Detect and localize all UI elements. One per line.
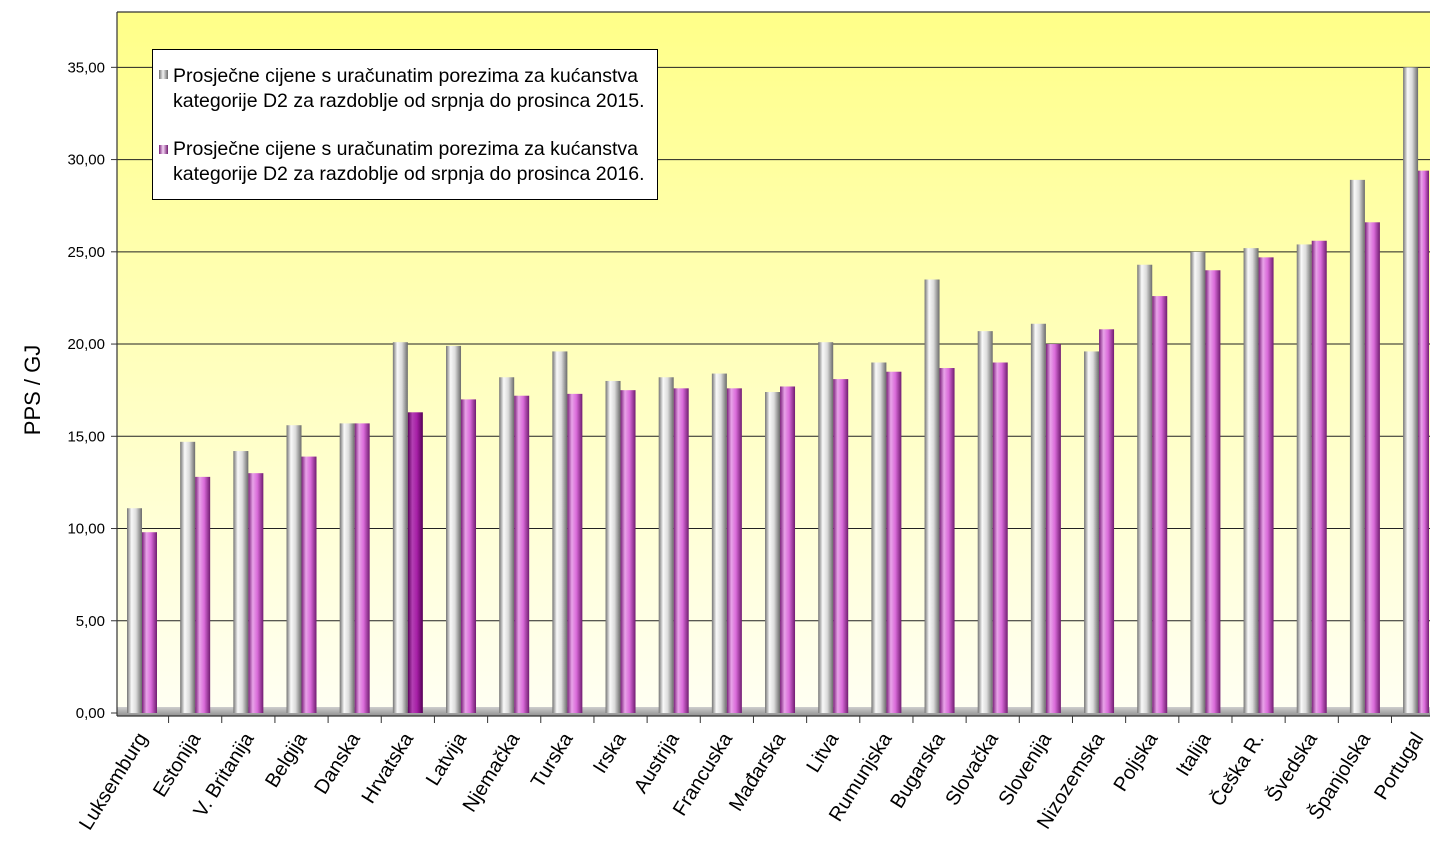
x-tick-label-hrvatska: Hrvatska xyxy=(358,728,419,807)
x-tick-label-danska: Danska xyxy=(310,728,365,798)
bar-series-1-poljska xyxy=(1137,264,1153,713)
bar-series-2-bugarska xyxy=(939,368,955,713)
bar-series-2-ceska-r xyxy=(1258,257,1274,713)
bar-series-1-svedska xyxy=(1296,244,1312,713)
bar-series-2-latvija xyxy=(461,399,477,713)
x-tick-label-austrija: Austrija xyxy=(630,728,684,797)
bar-series-2-portugal xyxy=(1418,170,1429,713)
x-tick-label-italija: Italija xyxy=(1172,728,1216,780)
bar-series-1-italija xyxy=(1190,251,1206,713)
y-tick-label: 15,00 xyxy=(67,428,105,445)
x-tick-label-latvija: Latvija xyxy=(422,728,472,789)
y-tick-label: 5,00 xyxy=(76,613,105,630)
bar-series-2-luksemburg xyxy=(142,532,157,713)
y-axis-title: PPS / GJ xyxy=(20,345,45,435)
y-axis-ticks: 0,00 5,00 10,00 15,00 20,00 25,00 30,00 35,00 xyxy=(67,59,117,722)
bar-series-1-slovacka xyxy=(977,331,993,713)
legend-marker-series-2 xyxy=(159,145,168,154)
bar-series-2-v-britanija xyxy=(248,473,264,713)
bar-series-1-bugarska xyxy=(924,279,940,713)
x-tick-label-portugal: Portugal xyxy=(1370,729,1428,804)
bar-series-2-turska xyxy=(567,393,583,713)
bar-series-2-slovacka xyxy=(992,362,1008,713)
x-tick-label-svedska: Švedska xyxy=(1262,728,1323,806)
y-tick-label: 20,00 xyxy=(67,336,105,353)
bar-series-1-hrvatska xyxy=(392,342,408,713)
y-tick-label: 25,00 xyxy=(67,244,105,261)
x-tick-label-belgija: Belgija xyxy=(261,728,312,791)
x-tick-label-estonija: Estonija xyxy=(149,728,206,801)
bar-series-1-estonija xyxy=(180,441,196,713)
bar-series-2-hrvatska xyxy=(407,412,423,713)
bar-series-2-spanjolska xyxy=(1364,222,1380,714)
bar-series-2-litva xyxy=(833,379,849,713)
bar-series-2-slovenija xyxy=(1045,344,1061,713)
bar-series-2-francuska xyxy=(726,388,742,713)
x-tick-label-poljska: Poljska xyxy=(1110,728,1163,795)
bar-series-1-belgija xyxy=(286,425,302,713)
legend-label-series-1: Prosječne cijene s uračunatim porezima z… xyxy=(173,65,645,112)
x-tick-label-irska: Irska xyxy=(589,728,631,777)
y-tick-label: 35,00 xyxy=(67,59,105,76)
y-tick-label: 30,00 xyxy=(67,152,105,169)
legend: Prosječne cijene s uračunatim porezima z… xyxy=(152,49,658,200)
bar-series-1-turska xyxy=(552,351,568,713)
bar-series xyxy=(127,67,1429,714)
bar-series-1-litva xyxy=(818,342,834,713)
bar-series-2-belgija xyxy=(301,456,317,713)
bar-series-1-nizozemska xyxy=(1084,351,1100,713)
x-tick-label-luksemburg: Luksemburg xyxy=(75,729,152,834)
legend-label-series-2: Prosječne cijene s uračunatim porezima z… xyxy=(173,138,645,185)
bar-series-2-irska xyxy=(620,390,636,713)
bar-series-2-njemacka xyxy=(514,395,530,713)
legend-marker-series-1 xyxy=(159,70,168,79)
bar-series-1-spanjolska xyxy=(1349,179,1365,713)
bar-series-1-njemacka xyxy=(499,377,515,713)
bar-series-2-poljska xyxy=(1152,296,1168,713)
bar-series-2-danska xyxy=(354,423,370,713)
bar-series-2-nizozemska xyxy=(1099,329,1115,713)
x-axis-ticks xyxy=(168,716,1392,723)
bar-series-1-francuska xyxy=(711,373,727,713)
y-tick-label: 10,00 xyxy=(67,521,105,538)
bar-series-1-rumunjska xyxy=(871,362,887,713)
bar-series-1-austrija xyxy=(658,377,674,713)
bar-series-1-luksemburg xyxy=(127,508,142,713)
bar-series-2-austrija xyxy=(673,388,689,713)
y-tick-label: 0,00 xyxy=(76,705,105,722)
bar-series-1-portugal xyxy=(1403,67,1419,714)
bar-series-2-estonija xyxy=(195,476,211,713)
bar-series-2-svedska xyxy=(1311,240,1327,713)
bar-series-2-italija xyxy=(1205,270,1221,713)
bar-series-2-madarska xyxy=(780,386,796,713)
bar-series-1-irska xyxy=(605,380,621,713)
bar-series-1-danska xyxy=(339,423,355,713)
bar-series-1-slovenija xyxy=(1030,323,1046,713)
x-tick-label-litva: Litva xyxy=(802,728,844,776)
bar-series-1-madarska xyxy=(765,392,781,713)
bar-series-2-rumunjska xyxy=(886,371,902,713)
bar-series-1-latvija xyxy=(446,345,462,713)
bar-series-1-ceska-r xyxy=(1243,248,1259,713)
x-tick-label-turska: Turska xyxy=(527,728,578,792)
bar-series-1-v-britanija xyxy=(233,451,249,713)
